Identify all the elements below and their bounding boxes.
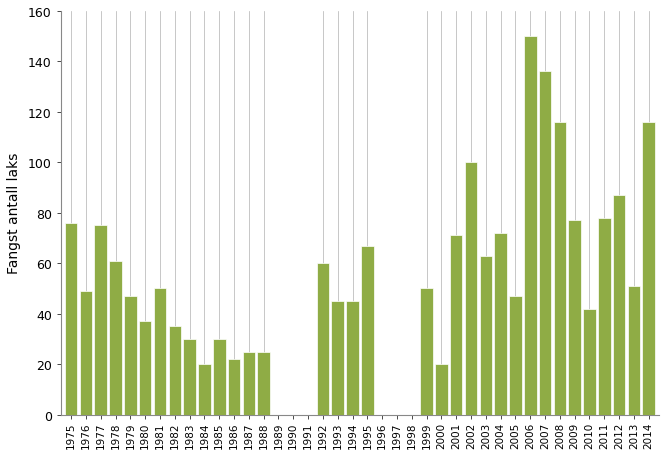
Bar (643, 123, 655, 415)
Bar (80, 291, 93, 415)
Bar (627, 286, 640, 415)
Bar (332, 301, 344, 415)
Bar (124, 296, 137, 415)
Bar (139, 322, 151, 415)
Bar (168, 327, 181, 415)
Bar (95, 226, 107, 415)
Bar (583, 309, 596, 415)
Bar (613, 196, 625, 415)
Bar (420, 289, 433, 415)
Bar (539, 72, 551, 415)
Bar (154, 289, 166, 415)
Bar (450, 236, 462, 415)
Y-axis label: Fangst antall laks: Fangst antall laks (7, 153, 21, 274)
Bar (109, 261, 122, 415)
Bar (480, 256, 492, 415)
Bar (494, 233, 507, 415)
Bar (228, 359, 240, 415)
Bar (598, 218, 611, 415)
Bar (242, 352, 255, 415)
Bar (213, 339, 226, 415)
Bar (524, 37, 537, 415)
Bar (346, 301, 359, 415)
Bar (568, 221, 581, 415)
Bar (361, 246, 374, 415)
Bar (65, 223, 77, 415)
Bar (435, 364, 448, 415)
Bar (553, 123, 566, 415)
Bar (465, 163, 478, 415)
Bar (316, 263, 329, 415)
Bar (257, 352, 270, 415)
Bar (183, 339, 196, 415)
Bar (509, 296, 521, 415)
Bar (198, 364, 210, 415)
